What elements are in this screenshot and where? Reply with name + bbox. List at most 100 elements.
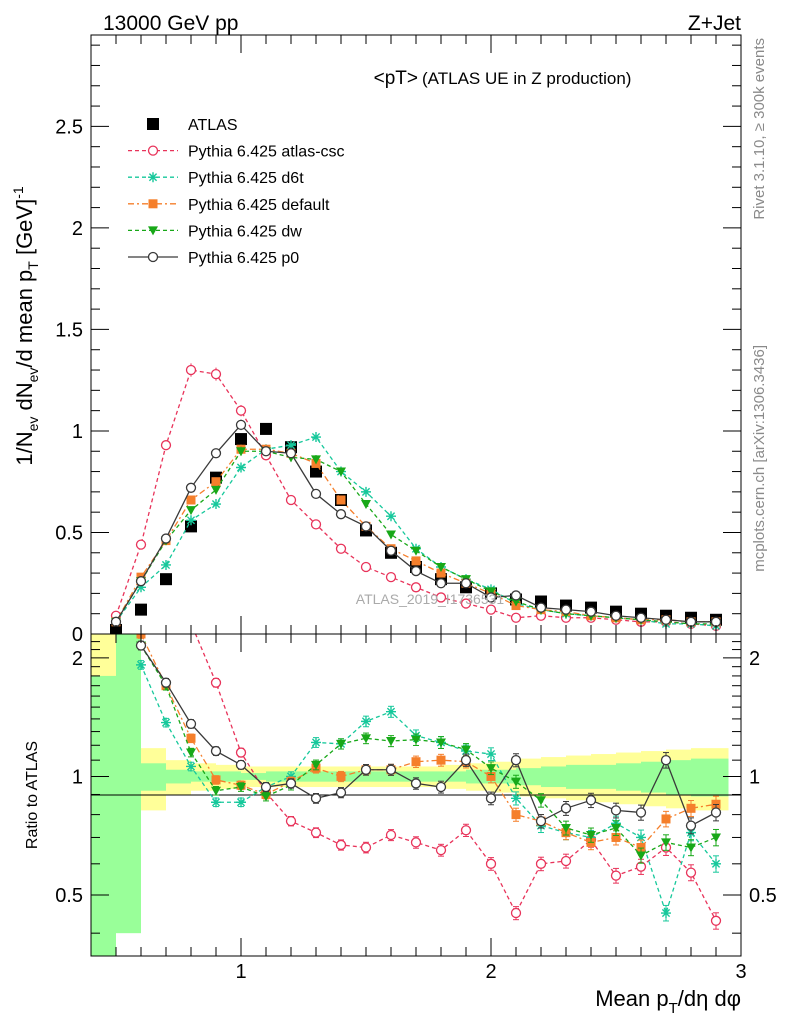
ratio-point (436, 755, 446, 765)
data-point (135, 539, 147, 550)
data-point (185, 482, 197, 493)
data-point (635, 612, 647, 623)
data-point (236, 462, 246, 473)
ratio-point (136, 659, 146, 670)
data-point (235, 405, 247, 416)
data-point (386, 511, 396, 522)
data-point (160, 533, 172, 544)
series-pythia-6-425-p0 (110, 419, 722, 627)
ratio-point (185, 718, 197, 730)
ratio-point (685, 820, 697, 831)
legend-entry-pythia-6-425-default: Pythia 6.425 default (128, 197, 330, 214)
ratio-line (140, 634, 717, 849)
y-tick-label: 0 (72, 624, 83, 646)
ratio-point (161, 717, 171, 728)
ratio-point (610, 870, 622, 881)
ratio-point (510, 755, 522, 766)
data-point (360, 521, 372, 532)
ratio-point (610, 805, 622, 816)
y-tick-label: 0.5 (55, 522, 83, 544)
y-tick-label: 1 (72, 421, 83, 443)
data-point (211, 499, 221, 510)
ratio-point (535, 858, 547, 869)
legend-marker (147, 145, 159, 156)
data-point (411, 546, 421, 556)
data-point (386, 530, 396, 540)
legend-marker (148, 199, 158, 209)
ratio-y-tick-label-right: 2 (749, 648, 760, 670)
ratio-point (410, 837, 422, 848)
ratio-point (636, 843, 646, 853)
legend-marker (147, 251, 159, 263)
data-point (110, 616, 122, 627)
ratio-point (636, 832, 646, 843)
data-point (460, 578, 472, 589)
ratio-point (162, 596, 171, 605)
ratio-series-pythia-6-425-atlas-csc (162, 596, 722, 930)
header-left: 13000 GeV pp (103, 12, 238, 35)
ratio-point (511, 777, 521, 787)
ratio-point (560, 855, 572, 867)
ratio-series-pythia-6-425-dw (136, 640, 721, 864)
data-point (186, 515, 196, 526)
ratio-point (510, 907, 522, 919)
ratio-point (685, 867, 697, 878)
legend-label: ATLAS (188, 117, 238, 134)
ratio-y-tick-label: 0.5 (55, 885, 83, 907)
ratio-point (486, 764, 496, 774)
ratio-point (210, 677, 222, 688)
data-point (485, 604, 497, 615)
data-point (385, 571, 397, 583)
ratio-point (186, 761, 196, 772)
x-tick-label: 3 (735, 961, 746, 983)
legend-marker (147, 118, 159, 130)
ratio-point (661, 908, 671, 919)
ratio-point (710, 807, 722, 818)
data-point (160, 440, 172, 451)
data-point (335, 543, 347, 554)
ratio-point (410, 778, 422, 789)
ratio-point (560, 803, 572, 814)
data-point (236, 447, 246, 457)
ratio-line (140, 645, 717, 857)
data-point (160, 573, 172, 586)
uncertainty-band-inner (641, 761, 666, 793)
legend-marker (148, 226, 158, 236)
ratio-point (211, 786, 221, 796)
ratio-point (361, 716, 371, 727)
chart-title-main: <pT> (374, 68, 418, 89)
ratio-y-axis-label: Ratio to ATLAS (24, 741, 41, 849)
ratio-point (411, 735, 421, 745)
data-point (135, 603, 147, 616)
data-point (510, 590, 522, 601)
ratio-point (611, 823, 621, 833)
data-point (361, 486, 371, 497)
data-point (410, 582, 422, 593)
uncertainty-band-inner (366, 771, 391, 782)
ratio-point (435, 844, 447, 856)
ratio-panel: 0.5 0.5 1 1 2 2 1 2 3 Ratio to ATLAS Mean pT/dη … (24, 596, 777, 1017)
ratio-point (236, 783, 246, 793)
data-point (361, 500, 371, 510)
y-tick-label: 2.5 (55, 116, 83, 138)
legend-marker (148, 172, 158, 183)
mcplots-label: mcplots.cern.ch [arXiv:1306.3436] (751, 345, 768, 572)
ratio-point (635, 807, 647, 818)
data-point (510, 612, 522, 623)
ratio-y-tick-label: 1 (72, 766, 83, 788)
data-point (260, 446, 272, 457)
ratio-point (386, 737, 396, 747)
data-point (485, 592, 497, 603)
data-point (186, 506, 196, 516)
ratio-point (261, 792, 271, 802)
ratio-y-tick-label: 2 (72, 648, 83, 670)
ratio-point (385, 764, 397, 775)
ratio-point (311, 737, 321, 748)
data-point (260, 422, 272, 435)
data-point (435, 592, 447, 603)
legend: ATLAS Pythia 6.425 atlas-csc Pythia 6.425 … (128, 117, 345, 267)
ratio-point (285, 778, 297, 789)
uncertainty-band-inner (166, 769, 191, 784)
data-point (235, 433, 247, 446)
ratio-point (260, 781, 272, 793)
